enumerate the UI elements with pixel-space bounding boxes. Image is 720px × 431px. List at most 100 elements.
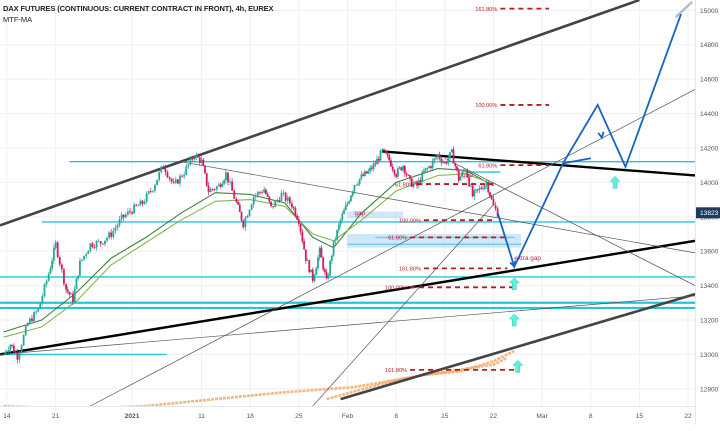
candle-body: [219, 184, 222, 187]
candle-body: [280, 192, 283, 201]
candle-body: [365, 171, 368, 174]
candle-body: [160, 166, 163, 173]
candle-body: [405, 173, 408, 175]
fib-label: 161.80%: [385, 368, 407, 374]
candle-body: [185, 166, 188, 175]
candle-body: [213, 189, 216, 190]
candle-body: [391, 166, 394, 170]
projection-extension: [674, 0, 694, 19]
candle-body: [221, 183, 224, 187]
candle-body: [463, 170, 465, 172]
candle-body: [485, 182, 488, 186]
candle-body: [120, 214, 123, 220]
up-arrow-icon: [609, 176, 621, 189]
fib-label: 61.80%: [395, 182, 414, 188]
candle-body: [158, 172, 161, 180]
projection-support: [562, 157, 591, 165]
trendline: [180, 161, 695, 254]
price-tick-label: 15000: [700, 8, 719, 15]
candle-body: [224, 172, 227, 181]
candle-body: [417, 180, 420, 186]
candle-body: [473, 190, 476, 197]
candle-body: [181, 175, 183, 177]
candle-body: [276, 199, 279, 201]
candle-body: [278, 199, 281, 201]
price-tick-label: 13200: [700, 317, 719, 324]
candle-body: [33, 312, 35, 322]
candle-body: [492, 199, 495, 206]
price-tick-label: 14000: [700, 180, 719, 187]
candle-body: [41, 295, 44, 303]
candle-body: [259, 192, 261, 193]
candle-body: [106, 237, 108, 241]
candle-body: [174, 179, 177, 183]
indicator-label: MTF-MA: [3, 15, 33, 24]
candle-body: [126, 211, 129, 215]
candle-body: [471, 185, 474, 197]
candle-body: [362, 174, 365, 176]
candle-body: [237, 201, 239, 205]
candle-body: [360, 174, 363, 179]
candle-body: [343, 210, 345, 214]
fib-label: 100.00%: [475, 103, 497, 109]
arrows: [508, 176, 621, 373]
up-arrow-icon: [508, 277, 520, 291]
candle-body: [381, 149, 384, 151]
candle-body: [6, 351, 8, 353]
time-axis[interactable]: 14 21 2021 11 18 25 Feb 8 15 22 Mar 8 15 22: [0, 406, 695, 426]
candle-body: [313, 274, 316, 281]
candle-body: [423, 170, 425, 173]
candle-body: [202, 159, 205, 167]
candle-body: [487, 182, 490, 193]
candle-body: [81, 259, 83, 261]
candle-body: [357, 183, 359, 185]
candle-body: [250, 204, 253, 210]
candle-body: [436, 154, 439, 158]
candle-body: [124, 214, 127, 218]
price-tick-label: 12800: [700, 386, 719, 393]
candle-body: [223, 180, 226, 184]
candle-body: [431, 160, 434, 168]
candle-body: [291, 203, 293, 208]
candle-body: [193, 157, 196, 160]
candle-body: [370, 167, 373, 169]
trendline: [312, 204, 494, 406]
time-tick-label: Feb: [342, 413, 354, 420]
candle-body: [13, 345, 15, 353]
candle-body: [339, 219, 342, 225]
candle-body: [240, 211, 243, 221]
candle-body: [353, 185, 356, 192]
up-arrow-icon: [508, 313, 520, 327]
candle-body: [47, 273, 50, 281]
candle-body: [409, 175, 411, 179]
candle-body: [452, 149, 455, 164]
candle-body: [348, 201, 351, 204]
candle-body: [16, 352, 19, 360]
price-chart[interactable]: 161.80% 100.00% 61.80% 61.80% 100.00% 61.80% 1…: [0, 0, 695, 406]
candle-body: [87, 250, 90, 254]
candle-body: [414, 181, 417, 184]
price-axis[interactable]: 1280013000132001340013600138001400014200…: [695, 0, 720, 425]
candle-body: [468, 177, 471, 187]
candle-body: [63, 269, 65, 284]
candle-body: [75, 278, 78, 290]
candle-body: [358, 178, 361, 184]
candle-body: [435, 157, 438, 159]
candle-body: [135, 204, 138, 206]
candle-body: [350, 195, 352, 202]
projection-path: [496, 0, 694, 270]
candle-body: [320, 247, 323, 258]
candle-body: [457, 170, 460, 181]
trendline: [0, 295, 695, 355]
candle-body: [369, 167, 371, 171]
candle-body: [292, 207, 295, 209]
candle-body: [450, 149, 453, 153]
candle-body: [97, 241, 100, 242]
candle-body: [393, 169, 396, 175]
candle-body: [263, 189, 265, 193]
candle-body: [336, 230, 338, 240]
candle-body: [310, 269, 312, 273]
candle-body: [464, 170, 467, 172]
candle-body: [183, 174, 186, 177]
